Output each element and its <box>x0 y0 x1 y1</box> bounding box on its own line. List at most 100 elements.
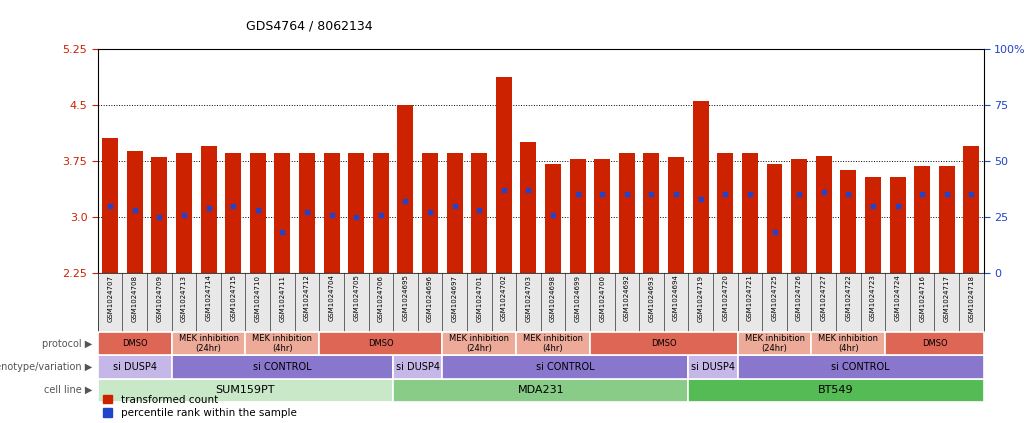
Text: GSM1024713: GSM1024713 <box>181 275 187 321</box>
Bar <box>812 332 885 355</box>
Bar <box>98 379 393 402</box>
Bar <box>299 153 315 273</box>
Text: MEK inhibition
(4hr): MEK inhibition (4hr) <box>523 334 583 353</box>
Text: GSM1024720: GSM1024720 <box>722 275 728 321</box>
Text: si DUSP4: si DUSP4 <box>691 362 735 372</box>
Text: protocol ▶: protocol ▶ <box>42 339 93 349</box>
Bar <box>393 379 688 402</box>
Text: si CONTROL: si CONTROL <box>253 362 312 372</box>
Bar <box>865 177 881 273</box>
Bar <box>151 157 167 273</box>
Bar <box>570 159 586 273</box>
Bar <box>668 157 684 273</box>
Text: GSM1024721: GSM1024721 <box>747 275 753 321</box>
Text: GSM1024722: GSM1024722 <box>846 275 852 321</box>
Bar <box>442 355 688 379</box>
Text: GSM1024702: GSM1024702 <box>501 275 507 321</box>
Text: GSM1024692: GSM1024692 <box>624 275 630 321</box>
Text: DMSO: DMSO <box>122 339 147 348</box>
Bar <box>816 156 831 273</box>
Text: GSM1024717: GSM1024717 <box>943 275 950 321</box>
Bar <box>590 332 737 355</box>
Bar <box>201 146 216 273</box>
Bar <box>373 153 388 273</box>
Bar <box>348 153 365 273</box>
Text: GSM1024700: GSM1024700 <box>599 275 606 321</box>
Text: DMSO: DMSO <box>651 339 677 348</box>
Text: GSM1024693: GSM1024693 <box>649 275 654 321</box>
Text: GSM1024704: GSM1024704 <box>329 275 335 321</box>
Text: MEK inhibition
(4hr): MEK inhibition (4hr) <box>818 334 879 353</box>
Text: MEK inhibition
(4hr): MEK inhibition (4hr) <box>252 334 312 353</box>
Bar <box>516 332 590 355</box>
Text: GSM1024714: GSM1024714 <box>206 275 211 321</box>
Text: MEK inhibition
(24hr): MEK inhibition (24hr) <box>178 334 239 353</box>
Bar <box>422 153 438 273</box>
Bar <box>545 165 561 273</box>
Bar <box>323 153 340 273</box>
Text: GSM1024697: GSM1024697 <box>451 275 457 321</box>
Bar <box>274 153 290 273</box>
Bar <box>688 379 984 402</box>
Text: GSM1024725: GSM1024725 <box>771 275 778 321</box>
Text: MEK inhibition
(24hr): MEK inhibition (24hr) <box>449 334 509 353</box>
Bar <box>693 101 709 273</box>
Bar <box>442 332 516 355</box>
Text: GSM1024716: GSM1024716 <box>919 275 925 321</box>
Text: GSM1024718: GSM1024718 <box>968 275 974 321</box>
Bar <box>127 151 143 273</box>
Text: GSM1024726: GSM1024726 <box>796 275 802 321</box>
Bar <box>644 153 659 273</box>
Text: GSM1024695: GSM1024695 <box>403 275 409 321</box>
Bar <box>688 355 737 379</box>
Text: GSM1024712: GSM1024712 <box>304 275 310 321</box>
Bar <box>885 332 984 355</box>
Bar <box>963 146 980 273</box>
Legend: transformed count, percentile rank within the sample: transformed count, percentile rank withi… <box>103 395 297 418</box>
Bar <box>447 153 462 273</box>
Text: GSM1024699: GSM1024699 <box>575 275 581 321</box>
Text: si DUSP4: si DUSP4 <box>396 362 440 372</box>
Text: si CONTROL: si CONTROL <box>831 362 890 372</box>
Text: GSM1024694: GSM1024694 <box>673 275 679 321</box>
Text: GSM1024696: GSM1024696 <box>427 275 433 321</box>
Bar <box>250 153 266 273</box>
Text: GSM1024711: GSM1024711 <box>279 275 285 321</box>
Bar <box>840 170 856 273</box>
Text: GSM1024703: GSM1024703 <box>525 275 531 321</box>
Bar <box>915 166 930 273</box>
Text: GSM1024727: GSM1024727 <box>821 275 827 321</box>
Text: si CONTROL: si CONTROL <box>536 362 594 372</box>
Text: cell line ▶: cell line ▶ <box>44 385 93 395</box>
Text: DMSO: DMSO <box>922 339 948 348</box>
Bar <box>594 159 610 273</box>
Text: genotype/variation ▶: genotype/variation ▶ <box>0 362 93 372</box>
Text: SUM159PT: SUM159PT <box>215 385 275 395</box>
Bar <box>766 165 783 273</box>
Bar <box>176 153 192 273</box>
Text: GSM1024698: GSM1024698 <box>550 275 556 321</box>
Bar <box>398 105 413 273</box>
Bar <box>98 332 172 355</box>
Text: GSM1024719: GSM1024719 <box>697 275 703 321</box>
Bar <box>890 177 905 273</box>
Text: MEK inhibition
(24hr): MEK inhibition (24hr) <box>745 334 804 353</box>
Text: BT549: BT549 <box>818 385 854 395</box>
Text: GSM1024701: GSM1024701 <box>476 275 482 321</box>
Bar <box>717 153 733 273</box>
Text: GSM1024705: GSM1024705 <box>353 275 359 321</box>
Bar <box>520 142 537 273</box>
Text: GSM1024709: GSM1024709 <box>157 275 163 321</box>
Bar <box>102 138 118 273</box>
Bar <box>619 153 634 273</box>
Bar <box>172 332 245 355</box>
Bar <box>245 332 319 355</box>
Text: GSM1024707: GSM1024707 <box>107 275 113 321</box>
Text: GDS4764 / 8062134: GDS4764 / 8062134 <box>246 19 372 32</box>
Bar <box>495 77 512 273</box>
Text: GSM1024706: GSM1024706 <box>378 275 384 321</box>
Bar <box>472 153 487 273</box>
Bar <box>791 159 808 273</box>
Text: si DUSP4: si DUSP4 <box>112 362 157 372</box>
Text: GSM1024715: GSM1024715 <box>230 275 236 321</box>
